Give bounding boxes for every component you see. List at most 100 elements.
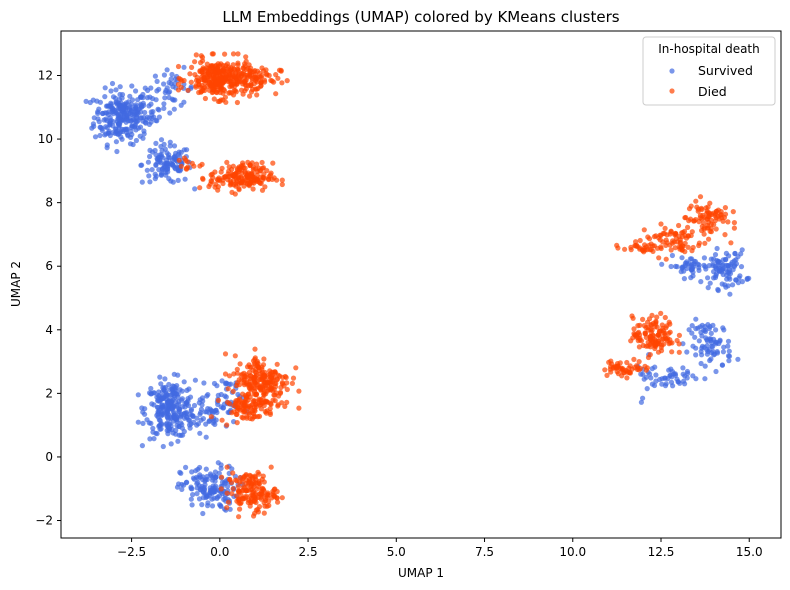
scatter-point [237,396,243,402]
scatter-point [284,78,290,84]
scatter-point [637,237,643,244]
scatter-point [176,408,182,415]
scatter-point [232,191,238,197]
scatter-point [662,375,668,381]
scatter-point [650,248,656,254]
scatter-point [193,468,199,474]
scatter-point [177,387,183,393]
scatter-point [650,320,656,326]
scatter-point [667,231,673,237]
scatter-point [260,175,266,181]
scatter-point [137,105,143,111]
scatter-point [269,78,275,84]
scatter-point [224,505,230,511]
scatter-point [233,400,239,406]
scatter-point [608,369,614,375]
scatter-point [698,360,704,367]
y-tick-label: 12 [38,69,53,83]
scatter-point [690,273,696,279]
scatter-point [682,381,688,387]
scatter-point [129,83,135,89]
scatter-point [701,214,707,220]
scatter-point [228,381,234,387]
scatter-point [196,496,203,502]
scatter-point [203,434,209,440]
scatter-point [201,380,207,386]
scatter-point [219,417,225,423]
scatter-point [694,204,700,210]
scatter-point [183,464,189,470]
scatter-point [730,282,736,288]
scatter-point [228,81,234,87]
scatter-point [162,95,168,101]
scatter-point [728,240,734,246]
scatter-point [258,80,264,86]
scatter-point [735,356,741,362]
scatter-point [733,277,739,283]
scatter-point [230,486,236,492]
scatter-point [293,365,299,371]
scatter-point [719,362,726,368]
scatter-point [206,492,213,498]
scatter-point [110,94,117,100]
scatter-point [668,263,674,270]
scatter-point [630,315,636,321]
scatter-point [144,167,150,173]
scatter-point [660,330,667,336]
scatter-point [95,116,101,122]
scatter-point [158,143,164,150]
scatter-point [152,171,158,177]
scatter-point [290,375,297,381]
scatter-point [631,356,637,362]
scatter-point [194,422,200,428]
scatter-point [146,173,152,179]
scatter-point [224,490,230,496]
scatter-point [689,248,695,254]
scatter-point [684,368,691,375]
scatter-point [142,406,148,412]
scatter-point [708,336,714,342]
x-tick-label: 15.0 [736,545,763,559]
scatter-point [221,86,227,92]
scatter-point [133,114,140,120]
scatter-point [656,338,662,344]
series-survived [83,64,752,517]
scatter-point [230,51,237,57]
scatter-point [100,110,106,117]
scatter-point [164,67,170,73]
legend-title: In-hospital death [658,42,760,56]
scatter-point [289,380,295,386]
scatter-point [668,247,674,253]
scatter-point [150,96,156,102]
scatter-point [165,154,171,160]
scatter-point [247,382,253,388]
scatter-point [94,98,100,104]
scatter-point [640,342,646,349]
scatter-point [682,249,688,255]
scatter-point [279,80,285,86]
scatter-point [219,474,225,480]
scatter-point [682,240,688,246]
scatter-point [141,128,147,134]
scatter-point [140,420,146,426]
scatter-point [702,376,708,382]
scatter-point [691,258,697,264]
scatter-point [275,403,281,409]
scatter-point [218,97,224,103]
scatter-point [274,361,280,367]
scatter-point [238,402,244,408]
scatter-point [282,403,288,409]
scatter-point [637,246,643,252]
scatter-point [188,79,194,85]
scatter-point [273,91,279,97]
scatter-point [704,351,711,357]
scatter-point [249,69,255,75]
scatter-point [712,252,719,258]
scatter-point [226,90,232,96]
scatter-point [175,372,181,378]
scatter-point [702,264,708,270]
scatter-point [250,166,256,172]
scatter-point [214,89,220,96]
scatter-point [200,398,206,404]
scatter-point [188,84,194,90]
